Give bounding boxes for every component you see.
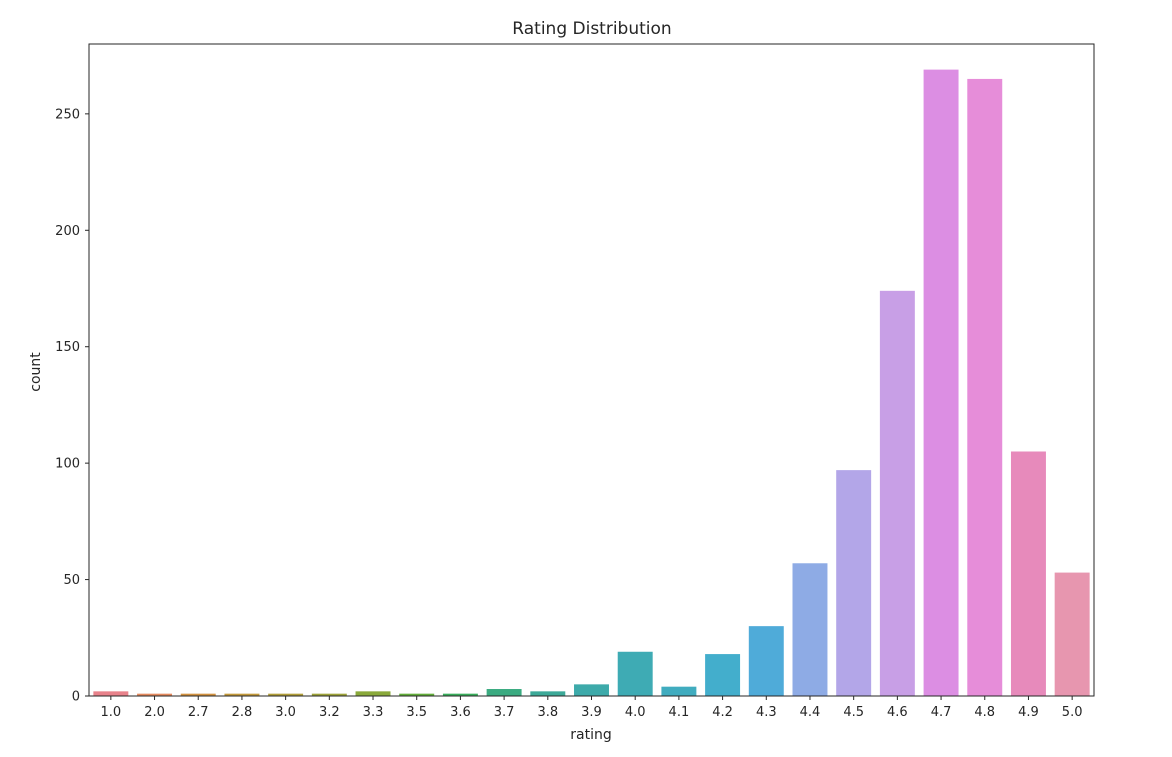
bar-3.3 [355, 691, 391, 696]
x-tick-label: 2.8 [232, 705, 253, 720]
bar-3.7 [486, 689, 522, 696]
plot-frame [88, 43, 1095, 697]
bar-4.9 [1010, 451, 1046, 696]
y-tick-label: 150 [55, 340, 80, 355]
x-tick-label: 3.9 [581, 705, 602, 720]
y-tick-label: 50 [63, 573, 80, 588]
bar-4.3 [748, 626, 784, 696]
x-tick-label: 2.7 [188, 705, 209, 720]
x-tick-label: 4.0 [625, 705, 646, 720]
bar-3.9 [574, 684, 609, 696]
x-tick-label: 3.6 [450, 705, 471, 720]
y-tick-label: 250 [55, 107, 80, 122]
bar-4.8 [967, 78, 1003, 696]
bar-2.8 [224, 693, 260, 696]
bar-3.2 [311, 693, 347, 696]
x-tick-label: 4.9 [1018, 705, 1039, 720]
x-tick-label: 2.0 [144, 705, 165, 720]
x-tick-label: 4.1 [669, 705, 690, 720]
x-tick-label: 3.5 [406, 705, 427, 720]
bar-2.7 [180, 693, 216, 696]
bar-1.0 [93, 691, 129, 696]
bar-3.5 [399, 693, 435, 696]
bar-2.0 [137, 693, 173, 696]
bar-3.8 [530, 691, 566, 696]
bar-5.0 [1054, 572, 1090, 696]
x-tick-label: 4.2 [712, 705, 733, 720]
bar-3.0 [268, 693, 304, 696]
y-tick-label: 0 [72, 690, 80, 705]
bar-4.4 [792, 563, 828, 696]
y-tick-label: 100 [55, 457, 80, 472]
x-tick-label: 1.0 [101, 705, 122, 720]
x-tick-label: 3.8 [537, 705, 558, 720]
y-axis-ticks: 0 50 100 150 200 250 [55, 107, 89, 705]
bar-4.1 [661, 686, 697, 696]
x-tick-label: 4.4 [800, 705, 821, 720]
x-tick-label: 4.8 [974, 705, 995, 720]
bar-4.2 [705, 654, 741, 696]
bar-3.6 [442, 693, 478, 696]
x-tick-label: 4.7 [931, 705, 952, 720]
x-tick-label: 3.7 [494, 705, 515, 720]
chart-title: Rating Distribution [512, 19, 671, 39]
y-axis-label: count [28, 352, 44, 392]
bar-4.6 [879, 290, 915, 696]
bar-4.7 [923, 69, 959, 697]
x-tick-label: 4.3 [756, 705, 777, 720]
x-axis-ticks: 1.0 2.0 2.7 2.8 3.0 3.2 3.3 3.5 3.6 3.7 3.8 3.9 4.0 4… [101, 696, 1083, 720]
x-tick-label: 4.6 [887, 705, 908, 720]
bar-4.0 [617, 651, 653, 696]
bars-group [93, 69, 1090, 697]
x-tick-label: 5.0 [1062, 705, 1083, 720]
x-tick-label: 3.2 [319, 705, 340, 720]
y-tick-label: 200 [55, 224, 80, 239]
x-tick-label: 4.5 [843, 705, 864, 720]
x-tick-label: 3.0 [275, 705, 296, 720]
x-tick-label: 3.3 [363, 705, 384, 720]
x-axis-label: rating [570, 727, 611, 743]
bar-4.5 [836, 470, 872, 696]
